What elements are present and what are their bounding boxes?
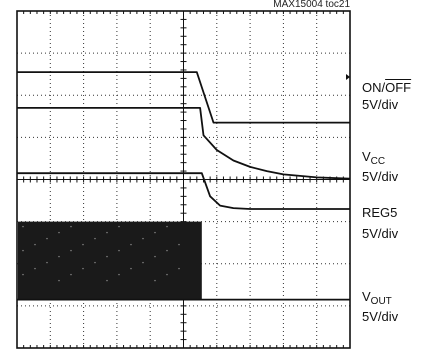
channel-label-onoff: ON/OFF [362, 80, 412, 95]
band-speckle [166, 225, 168, 228]
channel-label-vcc: VCC [362, 149, 386, 167]
band-speckle [106, 279, 108, 282]
vout-switching-band [18, 221, 202, 300]
channel-scale-vcc: 5V/div [362, 169, 399, 184]
channel-scale-onoff: 5V/div [362, 97, 399, 112]
band-speckle [22, 225, 24, 228]
band-speckle [94, 237, 96, 240]
band-speckle [142, 261, 144, 264]
band-speckle [178, 243, 180, 246]
band-speckle [58, 255, 60, 258]
band-speckle [70, 273, 72, 276]
band-speckle [46, 237, 48, 240]
figure-id-label: MAX15004 toc21 [273, 0, 350, 10]
band-speckle [34, 267, 36, 270]
band-speckle [118, 273, 120, 276]
band-speckle [154, 231, 156, 234]
band-speckle [118, 225, 120, 228]
band-speckle [58, 231, 60, 234]
trace-onoff [17, 71, 350, 124]
band-speckle [118, 249, 120, 252]
band-speckle [106, 255, 108, 258]
channel-scale-vout: 5V/div [362, 309, 399, 324]
channel-label-vout: VOUT [362, 289, 392, 307]
traces [17, 71, 351, 301]
band-speckle [34, 243, 36, 246]
band-speckle [130, 243, 132, 246]
band-speckle [154, 279, 156, 282]
trace-vcc [17, 107, 351, 180]
trigger-marker [346, 74, 350, 80]
band-speckle [46, 261, 48, 264]
band-speckle [142, 237, 144, 240]
band-speckle [70, 249, 72, 252]
band-speckle [130, 267, 132, 270]
band-speckle [22, 249, 24, 252]
band-speckle [22, 273, 24, 276]
band-speckle [166, 273, 168, 276]
band-speckle [82, 243, 84, 246]
band-speckle [178, 267, 180, 270]
band-speckle [82, 267, 84, 270]
band-speckle [58, 279, 60, 282]
band-speckle [154, 255, 156, 258]
plot-frame [16, 10, 351, 349]
band-speckle [94, 261, 96, 264]
trace-reg5 [17, 172, 350, 210]
band-speckle [106, 231, 108, 234]
band-speckle [166, 249, 168, 252]
channel-scale-reg5: 5V/div [362, 226, 399, 241]
channel-label-reg5: REG5 [362, 205, 398, 220]
band-speckle [70, 225, 72, 228]
